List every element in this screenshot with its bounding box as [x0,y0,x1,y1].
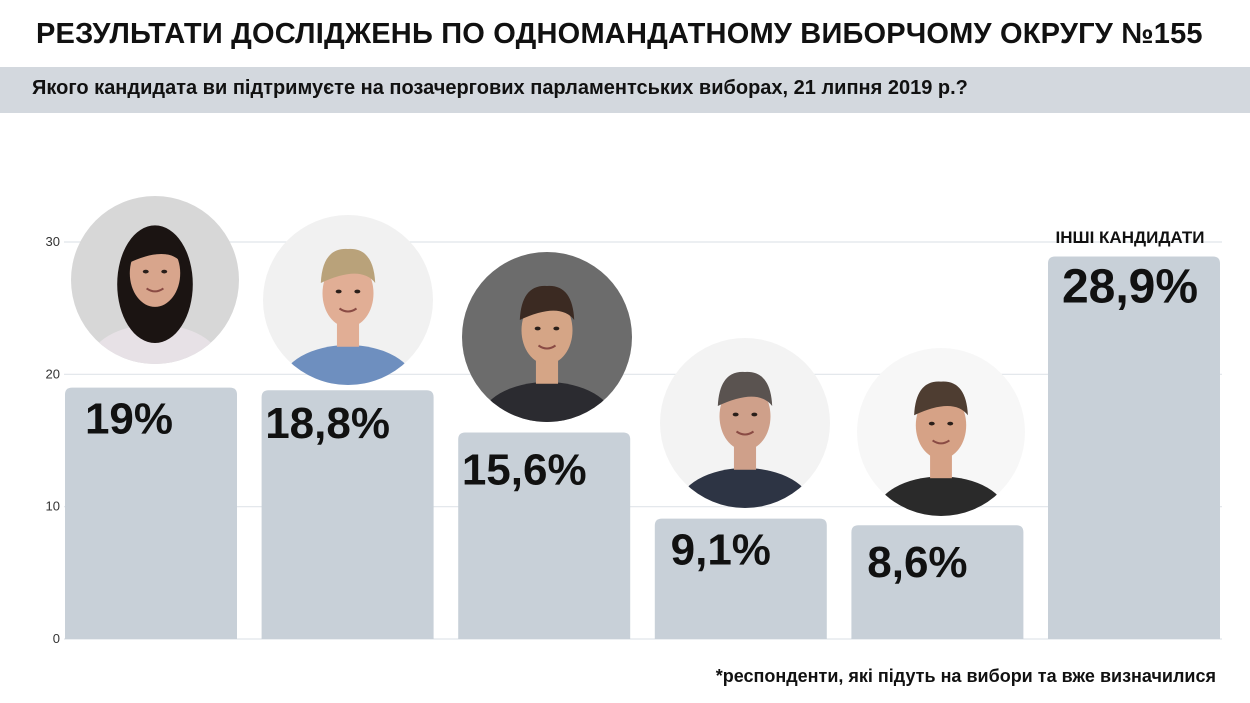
category-label: ІНШІ КАНДИДАТИ [1056,228,1205,247]
value-label: 8,6% [867,538,967,587]
portrait-hair [914,381,968,416]
bar [458,432,631,639]
portrait-neck [535,358,559,384]
portrait-clothing [480,382,614,422]
value-label: 15,6% [462,446,587,495]
portrait-hair [320,248,376,283]
y-tick-label: 30 [46,234,60,249]
portrait-eye [335,289,342,294]
portrait-content [660,338,830,508]
candidate-portrait-1-icon [71,196,239,364]
candidate-portrait-5-icon [857,348,1025,516]
portrait-mouth [146,287,164,293]
portrait-hair [519,285,575,320]
portrait-clothing [89,324,221,364]
portrait-eye [928,421,935,426]
portrait-hair [128,229,182,264]
bar [65,387,237,639]
value-label: 18,8% [265,399,390,448]
portrait-hair [717,371,773,406]
portrait-eye [751,412,758,417]
y-tick-label: 0 [53,631,60,646]
portrait-mouth [338,307,358,313]
portrait-neck [733,444,757,470]
portrait-mouth [932,439,950,445]
chart-subtitle: Якого кандидата ви підтримуєте на позаче… [32,77,968,99]
candidate-portrait-2-icon [263,215,433,385]
bar [654,518,827,639]
portrait-eye [534,326,541,331]
value-label: 9,1% [671,526,771,575]
candidate-portrait-4-icon [660,338,830,508]
candidate-portrait-3-icon [462,252,632,422]
portrait-neck [336,321,360,347]
portrait-content [263,215,433,385]
portrait-clothing [875,476,1007,516]
portrait-content [857,348,1025,516]
subtitle-band: Якого кандидата ви підтримуєте на позаче… [0,67,1250,113]
portrait-eye [553,326,560,331]
portrait-eye [142,269,149,274]
portrait-clothing [678,468,812,508]
portrait-mouth [735,430,755,436]
chart-title: РЕЗУЛЬТАТИ ДОСЛІДЖЕНЬ ПО ОДНОМАНДАТНОМУ … [36,18,1203,50]
portrait-eye [161,269,168,274]
portrait-eye [354,289,361,294]
portrait-eye [947,421,954,426]
portrait-content [462,252,632,422]
portrait-mouth [537,344,557,350]
portrait-neck [930,453,952,479]
bar [851,525,1024,639]
footnote: *респонденти, які підуть на вибори та вж… [715,666,1216,686]
portrait-clothing [281,345,415,385]
y-tick-label: 10 [46,499,60,514]
value-label: 19% [85,395,173,444]
bar [1048,256,1220,639]
portrait-eye [732,412,739,417]
value-label: 28,9% [1062,261,1198,314]
portrait-content [71,196,239,364]
y-tick-label: 20 [46,366,60,381]
bar [261,390,434,639]
